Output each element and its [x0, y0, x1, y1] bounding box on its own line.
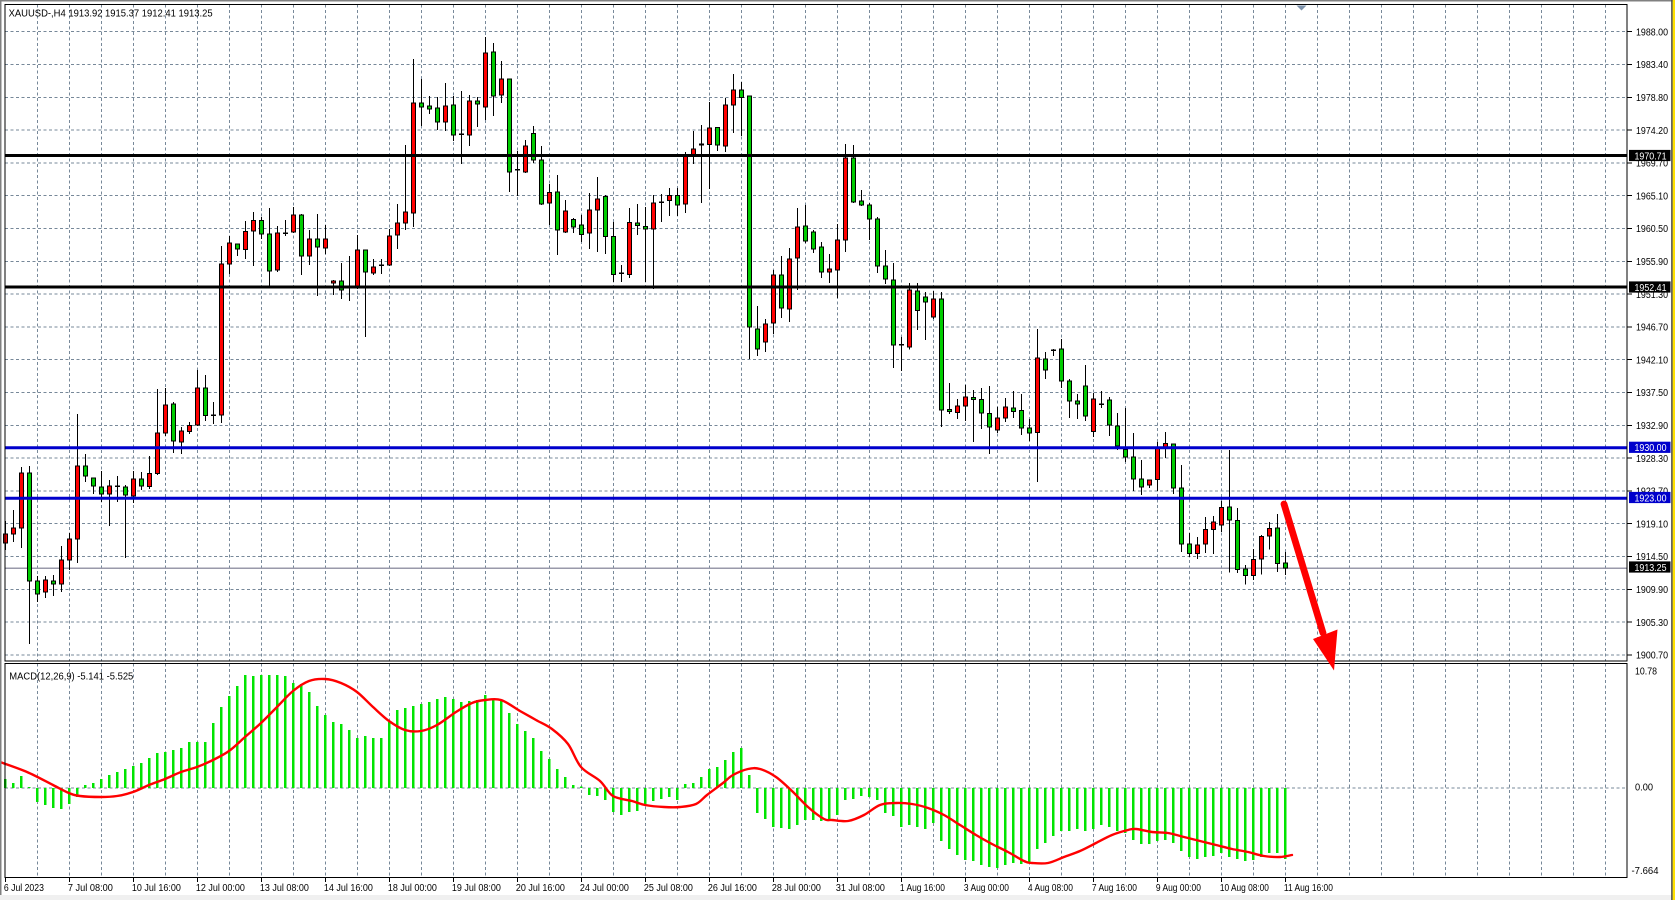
- svg-text:14 Jul 16:00: 14 Jul 16:00: [324, 883, 373, 894]
- svg-text:7 Aug 16:00: 7 Aug 16:00: [1092, 883, 1137, 894]
- svg-text:1951.30: 1951.30: [1636, 290, 1668, 301]
- svg-text:1965.10: 1965.10: [1636, 191, 1668, 202]
- svg-text:3 Aug 00:00: 3 Aug 00:00: [964, 883, 1009, 894]
- svg-text:1974.20: 1974.20: [1636, 126, 1668, 137]
- svg-text:1960.50: 1960.50: [1636, 224, 1668, 235]
- svg-text:1988.00: 1988.00: [1636, 27, 1668, 38]
- svg-text:28 Jul 00:00: 28 Jul 00:00: [772, 883, 821, 894]
- svg-text:6 Jul 2023: 6 Jul 2023: [4, 883, 44, 894]
- svg-text:9 Aug 00:00: 9 Aug 00:00: [1156, 883, 1201, 894]
- svg-text:1913.25: 1913.25: [1635, 563, 1667, 574]
- svg-text:1942.10: 1942.10: [1636, 355, 1668, 366]
- svg-text:1930.00: 1930.00: [1635, 443, 1667, 454]
- svg-text:1923.00: 1923.00: [1635, 493, 1667, 504]
- svg-text:7 Jul 08:00: 7 Jul 08:00: [68, 883, 113, 894]
- svg-text:1978.80: 1978.80: [1636, 93, 1668, 104]
- svg-text:1905.30: 1905.30: [1636, 618, 1668, 629]
- svg-text:25 Jul 08:00: 25 Jul 08:00: [644, 883, 693, 894]
- svg-text:12 Jul 00:00: 12 Jul 00:00: [196, 883, 245, 894]
- svg-text:13 Jul 08:00: 13 Jul 08:00: [260, 883, 309, 894]
- svg-text:0.00: 0.00: [1635, 782, 1653, 793]
- svg-text:31 Jul 08:00: 31 Jul 08:00: [836, 883, 885, 894]
- svg-text:1946.70: 1946.70: [1636, 323, 1668, 334]
- svg-text:1932.90: 1932.90: [1636, 421, 1668, 432]
- svg-text:18 Jul 00:00: 18 Jul 00:00: [388, 883, 437, 894]
- svg-text:10 Aug 08:00: 10 Aug 08:00: [1220, 883, 1269, 894]
- svg-text:1919.10: 1919.10: [1636, 519, 1668, 530]
- svg-text:4 Aug 08:00: 4 Aug 08:00: [1028, 883, 1073, 894]
- svg-text:1983.40: 1983.40: [1636, 60, 1668, 71]
- svg-text:10.78: 10.78: [1635, 667, 1657, 678]
- svg-text:-7.664: -7.664: [1632, 866, 1659, 877]
- svg-text:20 Jul 16:00: 20 Jul 16:00: [516, 883, 565, 894]
- svg-text:1 Aug 16:00: 1 Aug 16:00: [900, 883, 945, 894]
- svg-text:1952.41: 1952.41: [1635, 283, 1667, 294]
- svg-text:1909.90: 1909.90: [1636, 585, 1668, 596]
- svg-text:1928.30: 1928.30: [1636, 454, 1668, 465]
- svg-text:11 Aug 16:00: 11 Aug 16:00: [1284, 883, 1333, 894]
- svg-text:1969.70: 1969.70: [1636, 159, 1668, 170]
- svg-text:26 Jul 16:00: 26 Jul 16:00: [708, 883, 757, 894]
- svg-text:10 Jul 16:00: 10 Jul 16:00: [132, 883, 181, 894]
- svg-text:19 Jul 08:00: 19 Jul 08:00: [452, 883, 501, 894]
- svg-text:1955.90: 1955.90: [1636, 257, 1668, 268]
- svg-text:1937.50: 1937.50: [1636, 388, 1668, 399]
- svg-text:MACD(12,26,9) -5.141 -5.525: MACD(12,26,9) -5.141 -5.525: [9, 671, 133, 683]
- svg-text:1900.70: 1900.70: [1636, 651, 1668, 662]
- svg-text:XAUUSD-,H4 1913.92 1915.37 191: XAUUSD-,H4 1913.92 1915.37 1912.41 1913.…: [9, 8, 213, 20]
- svg-text:1914.50: 1914.50: [1636, 552, 1668, 563]
- svg-text:24 Jul 00:00: 24 Jul 00:00: [580, 883, 629, 894]
- svg-text:1970.71: 1970.71: [1635, 151, 1667, 162]
